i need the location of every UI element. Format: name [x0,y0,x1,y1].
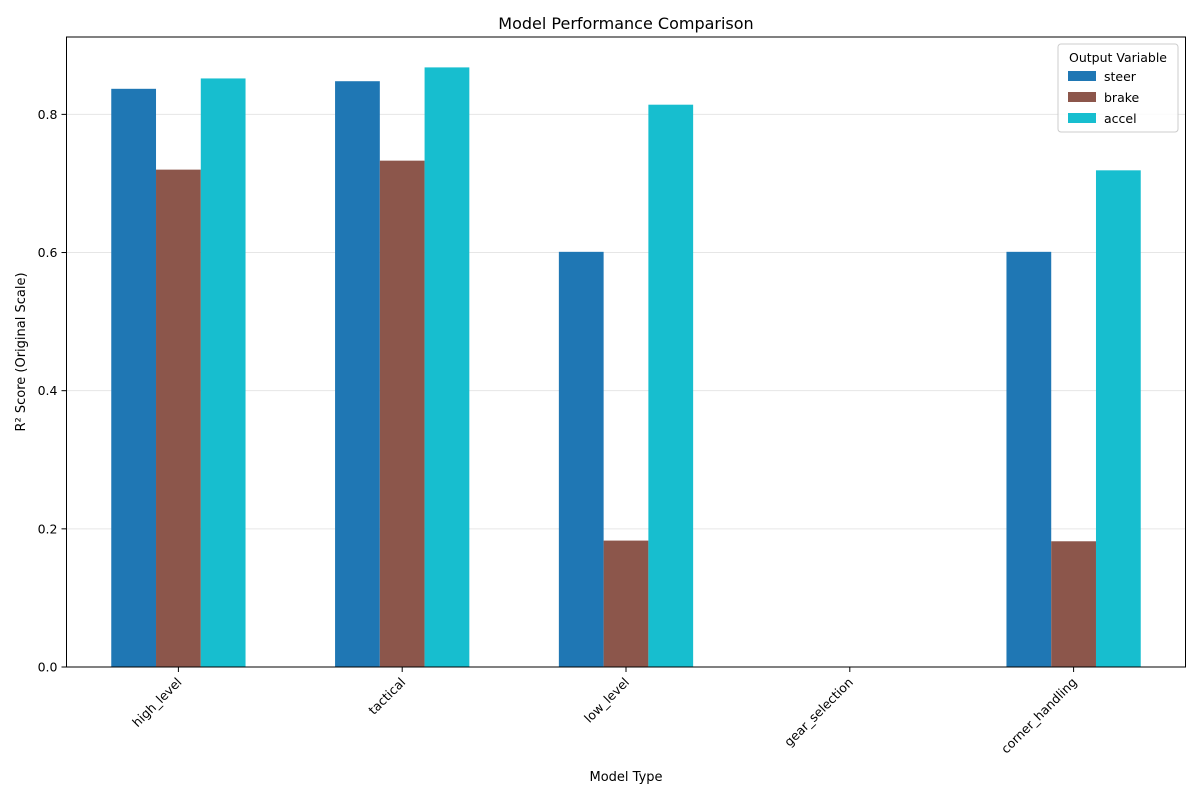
y-tick-label: 0.0 [38,660,58,675]
legend-title: Output Variable [1069,50,1167,65]
legend-frame [1057,43,1179,133]
bar-steer-corner_handling [1006,251,1052,668]
y-tick-label: 0.6 [38,245,58,260]
y-tick-label: 0.2 [38,521,58,536]
x-tick-label: gear_selection [781,675,856,750]
x-axis-label: Model Type [589,770,662,785]
bar-brake-tactical [379,160,425,668]
bar-accel-tactical [424,67,470,668]
x-tick-label: high_level [129,675,184,730]
y-axis-label: R² Score (Original Scale) [14,272,29,431]
bar-accel-corner_handling [1095,170,1141,667]
x-axis: high_level tactical low_level gear_selectio… [129,667,1080,756]
bar-steer-high_level [111,88,157,668]
legend-label-accel: accel [1104,111,1137,126]
legend: Output Variable steer brake accel [1057,43,1179,133]
legend-swatch-accel [1068,113,1096,123]
x-tick-label: tactical [365,675,408,718]
legend-label-brake: brake [1104,90,1140,105]
x-tick-label: low_level [581,675,632,726]
bar-brake-low_level [603,540,649,667]
bar-steer-low_level [558,251,604,668]
bars [111,67,1141,668]
bar-brake-high_level [156,169,201,667]
bar-accel-low_level [648,104,694,667]
legend-label-steer: steer [1104,69,1137,84]
y-tick-label: 0.4 [38,383,58,398]
bar-brake-corner_handling [1051,541,1096,667]
legend-swatch-steer [1068,71,1096,81]
x-tick-label: corner_handling [998,675,1080,757]
y-axis: 0.0 0.2 0.4 0.6 0.8 [38,107,67,675]
y-tick-label: 0.8 [38,107,58,122]
bar-steer-tactical [335,81,380,668]
bar-accel-high_level [200,78,246,667]
chart-title: Model Performance Comparison [498,14,753,33]
legend-swatch-brake [1068,92,1096,102]
